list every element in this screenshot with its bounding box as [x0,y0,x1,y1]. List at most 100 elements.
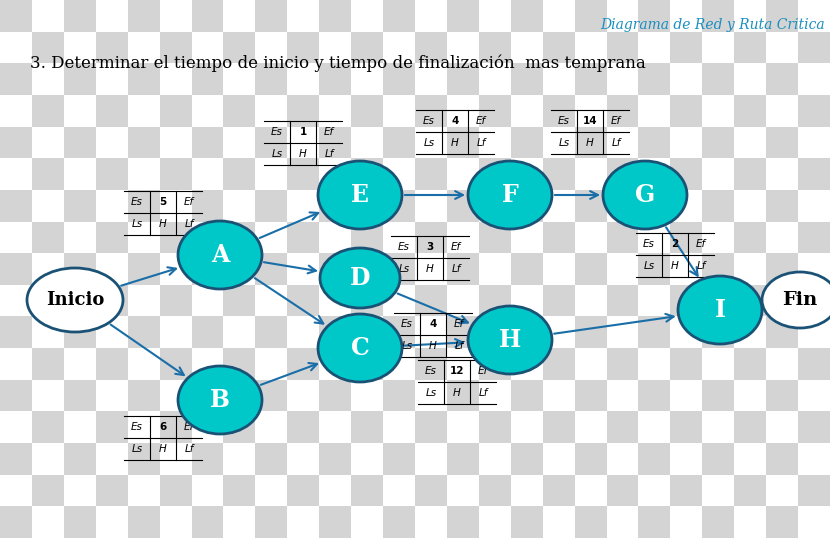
Bar [638,222,671,253]
Bar [607,222,638,253]
Bar [128,443,159,475]
Bar [192,316,223,348]
Bar [766,63,798,95]
Bar [95,63,128,95]
Bar [798,285,830,316]
Bar [223,380,256,412]
Bar [638,316,671,348]
Bar [671,316,702,348]
Bar [766,412,798,443]
Bar [735,443,766,475]
Bar [574,475,607,506]
Bar [671,222,702,253]
Bar [287,63,320,95]
Bar [320,253,351,285]
Bar [735,475,766,506]
Bar [447,95,479,126]
Bar [510,32,543,63]
Bar [287,475,320,506]
Bar [223,222,256,253]
Bar [574,126,607,158]
Text: 12: 12 [450,366,464,376]
Bar [798,95,830,126]
Bar [607,506,638,538]
Bar [383,412,415,443]
Text: Ls: Ls [426,388,437,398]
Text: H: H [159,219,167,229]
Bar [798,316,830,348]
Bar [192,443,223,475]
Bar [479,253,510,285]
Bar [320,380,351,412]
Text: 3. Determinar el tiempo de inicio y tiempo de finalización  mas temprana: 3. Determinar el tiempo de inicio y tiem… [30,55,646,73]
Bar [159,126,192,158]
Bar [320,316,351,348]
Bar [510,158,543,190]
Bar [223,443,256,475]
Bar [128,126,159,158]
Bar [798,475,830,506]
Bar [415,506,447,538]
Bar [607,348,638,380]
Bar [159,222,192,253]
Bar [223,253,256,285]
Text: B: B [210,388,230,412]
Text: Ef: Ef [184,422,194,432]
Bar [766,253,798,285]
Bar [607,95,638,126]
Bar [64,63,95,95]
Bar [351,443,383,475]
Bar [0,412,32,443]
Bar [32,190,64,222]
Ellipse shape [178,221,262,289]
Text: E: E [351,183,369,207]
Bar [766,126,798,158]
Bar [671,412,702,443]
Bar [671,443,702,475]
Text: Es: Es [271,127,283,137]
Bar [383,32,415,63]
Bar [95,316,128,348]
Bar [479,475,510,506]
Bar [32,32,64,63]
Bar [159,253,192,285]
Bar [64,32,95,63]
Bar [574,348,607,380]
Bar [159,380,192,412]
Bar [95,126,128,158]
Bar [0,443,32,475]
Text: Es: Es [398,242,410,252]
Bar [543,475,574,506]
Bar [638,380,671,412]
Bar [671,158,702,190]
Bar [32,506,64,538]
Bar [638,348,671,380]
Bar [192,63,223,95]
Bar [383,63,415,95]
Bar [702,32,735,63]
Text: A: A [211,243,229,267]
Bar [447,190,479,222]
Bar [638,475,671,506]
Bar [510,348,543,380]
Bar [351,412,383,443]
Bar [351,380,383,412]
Bar [766,95,798,126]
Bar [702,63,735,95]
Bar [159,316,192,348]
Bar [479,190,510,222]
Bar [798,32,830,63]
Bar [543,126,574,158]
Bar [479,222,510,253]
Bar [64,253,95,285]
Bar [447,32,479,63]
Bar [383,316,415,348]
Bar [607,63,638,95]
Text: Ef: Ef [696,239,706,249]
Text: Es: Es [131,197,143,207]
Bar [766,158,798,190]
Text: H: H [426,264,434,274]
Bar [702,506,735,538]
Bar [510,316,543,348]
Bar [607,0,638,32]
